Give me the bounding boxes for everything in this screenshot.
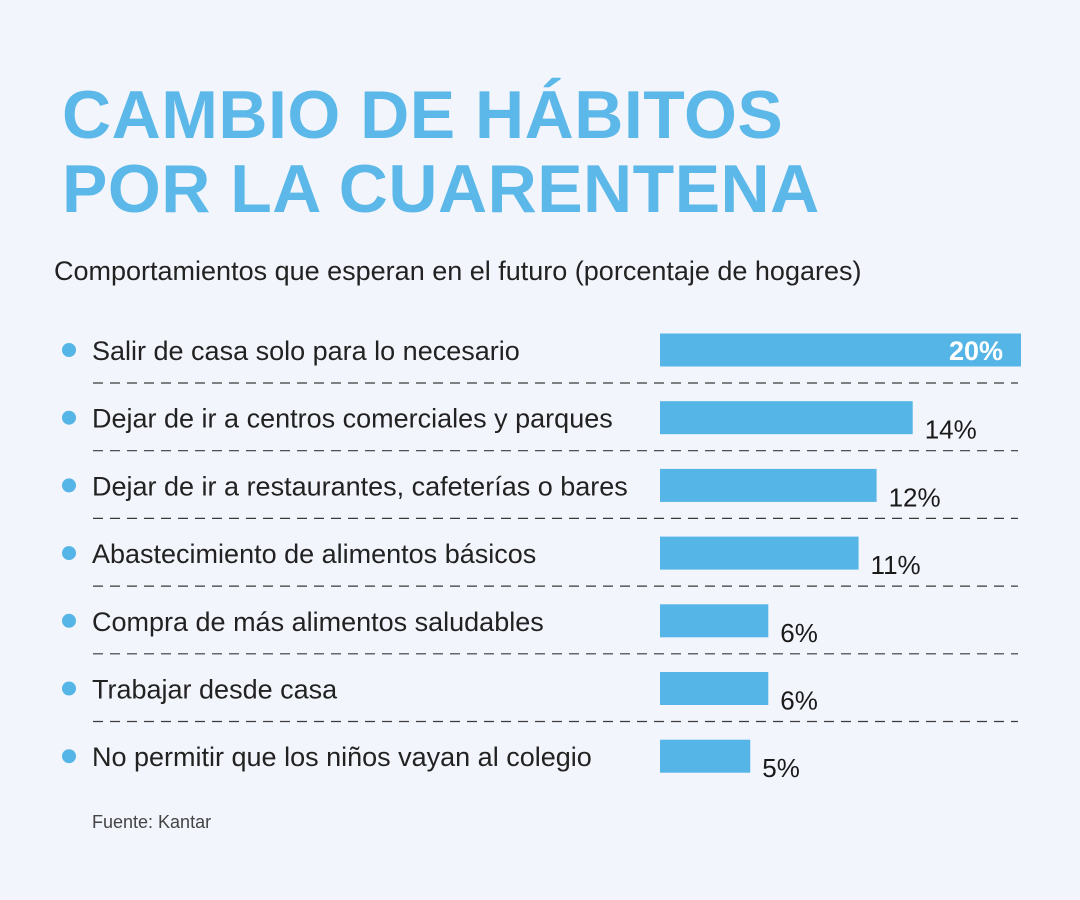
chart-title-line-1: CAMBIO DE HÁBITOS xyxy=(62,77,784,153)
bullet-dot xyxy=(62,343,76,357)
bullet-dot xyxy=(62,613,76,628)
bar xyxy=(660,604,769,638)
value-label: 6% xyxy=(780,618,818,648)
chart-title-line-2: POR LA CUARENTENA xyxy=(62,151,820,227)
value-label: 20% xyxy=(949,336,1003,366)
bar xyxy=(660,536,859,570)
category-label: Dejar de ir a centros comerciales y parq… xyxy=(92,404,613,434)
bullet-dot xyxy=(62,681,76,696)
bar xyxy=(660,401,913,435)
value-label: 12% xyxy=(889,482,941,512)
bullet-dot xyxy=(62,749,76,764)
value-label: 11% xyxy=(871,550,921,580)
value-label: 6% xyxy=(780,686,818,716)
chart-subtitle: Comportamientos que esperan en el futuro… xyxy=(54,256,862,286)
category-label: Abastecimiento de alimentos básicos xyxy=(92,539,536,569)
chart-title: CAMBIO DE HÁBITOS POR LA CUARENTENA xyxy=(62,78,820,226)
value-label: 14% xyxy=(925,415,977,445)
bullet-dot xyxy=(62,546,76,561)
bar xyxy=(660,672,769,705)
bullet-dot xyxy=(62,478,76,493)
bullet-dot xyxy=(62,410,76,425)
bar xyxy=(660,333,1021,367)
category-label: Dejar de ir a restaurantes, cafeterías o… xyxy=(92,471,628,501)
category-label: Trabajar desde casa xyxy=(92,675,338,705)
bar xyxy=(660,468,877,502)
category-label: No permitir que los niños vayan al coleg… xyxy=(92,742,592,772)
category-label: Salir de casa solo para lo necesario xyxy=(92,336,520,366)
source-note: Fuente: Kantar xyxy=(92,812,212,832)
bar xyxy=(660,739,751,773)
value-label: 5% xyxy=(762,753,800,783)
category-label: Compra de más alimentos saludables xyxy=(92,607,544,637)
